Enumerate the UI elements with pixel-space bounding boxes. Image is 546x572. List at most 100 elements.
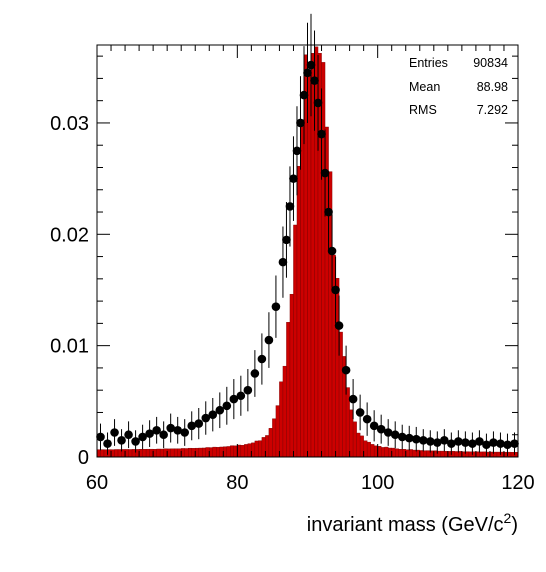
histogram-bin [377, 446, 382, 458]
histogram-bin [314, 46, 319, 458]
histogram-bin [279, 381, 284, 458]
histogram-bin [391, 447, 396, 458]
data-point [250, 369, 260, 378]
histogram-bin [486, 451, 491, 458]
data-point [166, 423, 175, 433]
histogram-bin [289, 293, 294, 458]
histogram-bin [170, 448, 175, 458]
histogram-bin [188, 447, 192, 458]
data-point [145, 429, 154, 438]
data-point [243, 385, 253, 395]
data-point [292, 146, 302, 156]
histogram-bin [177, 448, 182, 458]
histogram-bin [261, 437, 266, 458]
data-point [208, 410, 218, 419]
data-point [334, 321, 344, 330]
data-point [187, 421, 197, 431]
histogram-bin [493, 451, 498, 458]
histogram-bin [156, 448, 161, 458]
histogram-bin [219, 446, 224, 458]
histogram-bin [142, 449, 147, 458]
histogram-bin [387, 447, 392, 458]
stats-mean-label: Mean [409, 80, 440, 94]
histogram-bin [145, 448, 150, 458]
histogram-bin [96, 449, 101, 458]
data-point [331, 285, 340, 295]
histogram-bin [244, 444, 249, 458]
data-point [180, 428, 190, 437]
data-point [461, 438, 470, 447]
histogram-bin [402, 449, 406, 458]
stats-rms-label: RMS [409, 103, 437, 117]
data-markers [96, 13, 519, 456]
data-point [138, 432, 147, 442]
histogram-bin [296, 165, 301, 458]
histogram-bin [226, 446, 231, 458]
histogram-bin [489, 451, 494, 458]
histogram-bin [114, 449, 119, 458]
data-point [327, 246, 337, 256]
stats-mean-value: 88.98 [477, 80, 508, 94]
histogram-bin [514, 452, 519, 458]
data-point [496, 439, 505, 448]
histogram-bin [437, 450, 442, 458]
data-point [447, 439, 456, 448]
data-point [324, 207, 333, 217]
histogram-bin [233, 445, 238, 458]
data-point [303, 68, 312, 78]
data-point [376, 424, 386, 434]
data-point [482, 440, 491, 450]
histogram-bin [444, 451, 449, 458]
data-point [369, 421, 379, 431]
stats-entries-value: 90834 [473, 56, 508, 70]
data-point [341, 365, 351, 375]
histogram-bin [458, 451, 463, 458]
histogram-bin [124, 449, 129, 458]
histogram-bin [416, 449, 420, 458]
histogram-bin [363, 440, 368, 458]
data-point [320, 168, 330, 178]
histogram-bin [128, 449, 133, 458]
histogram-bin [475, 451, 480, 458]
stats-box: Entries 90834 Mean 88.98 RMS 7.292 [409, 56, 508, 117]
histogram-bin [166, 448, 171, 458]
data-point [110, 428, 119, 437]
data-point [404, 433, 414, 443]
histogram-bin [272, 418, 277, 458]
histogram-bin [216, 447, 220, 458]
y-tick-labels: 0 0.01 0.02 0.03 [50, 113, 89, 469]
data-point [103, 439, 112, 448]
histogram-bin [191, 448, 196, 458]
histogram-bin [107, 449, 112, 458]
data-point [271, 302, 281, 311]
data-point [348, 394, 358, 404]
histogram-bin [117, 449, 122, 458]
histogram-bin [300, 119, 305, 458]
histogram-bin [254, 440, 259, 458]
axis-ticks [96, 45, 519, 458]
histogram-bin [247, 443, 252, 458]
histogram-bin [293, 224, 298, 458]
data-point [468, 439, 477, 448]
histogram-bin [503, 451, 508, 458]
x-tick-label: 60 [86, 472, 108, 494]
histogram-bin [205, 447, 210, 458]
histogram-bin [240, 445, 245, 458]
stats-rms-value: 7.292 [477, 103, 508, 117]
data-point [289, 174, 298, 183]
histogram-bin [135, 449, 140, 458]
histogram-bin [198, 447, 203, 458]
histogram-bin [195, 447, 199, 458]
y-tick-label: 0 [78, 447, 89, 469]
histogram-bin [468, 451, 473, 458]
histogram-bin [258, 440, 263, 458]
histogram-bin [454, 451, 459, 458]
histogram-bin [173, 448, 178, 458]
data-point [425, 437, 435, 446]
data-point [355, 408, 365, 417]
histogram-bin [447, 451, 452, 458]
histogram-bin [230, 445, 235, 458]
histogram-bin [395, 448, 399, 458]
data-point [159, 430, 168, 440]
histogram-bin [482, 451, 487, 458]
